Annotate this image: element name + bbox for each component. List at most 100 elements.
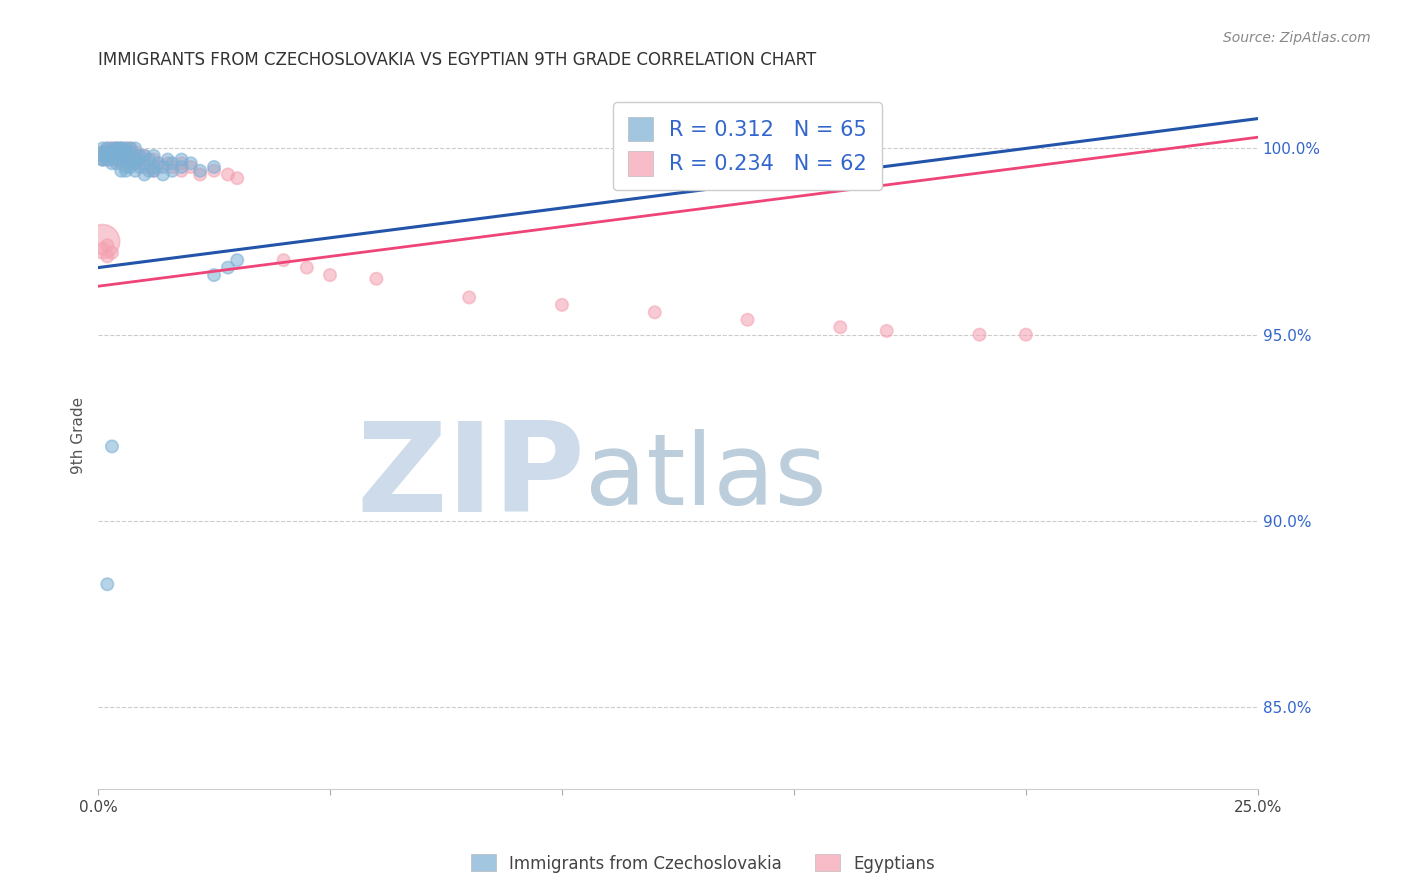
Point bbox=[96, 238, 118, 252]
Point bbox=[96, 145, 118, 160]
Point bbox=[120, 156, 142, 170]
Point bbox=[124, 153, 146, 167]
Point bbox=[152, 168, 174, 182]
Point bbox=[105, 141, 128, 155]
Point bbox=[91, 145, 114, 160]
Point bbox=[105, 153, 128, 167]
Point bbox=[120, 141, 142, 155]
Point bbox=[115, 141, 138, 155]
Point bbox=[91, 149, 114, 163]
Point bbox=[96, 153, 118, 167]
Point bbox=[101, 156, 124, 170]
Point bbox=[110, 141, 132, 155]
Point bbox=[128, 149, 150, 163]
Point bbox=[105, 145, 128, 160]
Point bbox=[134, 168, 156, 182]
Point bbox=[124, 163, 146, 178]
Point bbox=[202, 268, 225, 282]
Point bbox=[91, 153, 114, 167]
Point bbox=[91, 145, 114, 160]
Point bbox=[152, 160, 174, 174]
Point bbox=[737, 312, 759, 326]
Point bbox=[148, 156, 170, 170]
Point bbox=[217, 260, 239, 275]
Point bbox=[120, 141, 142, 155]
Point bbox=[180, 156, 202, 170]
Point bbox=[120, 156, 142, 170]
Point bbox=[138, 163, 160, 178]
Point bbox=[134, 149, 156, 163]
Point bbox=[96, 249, 118, 263]
Point bbox=[170, 156, 193, 170]
Point bbox=[156, 156, 179, 170]
Point bbox=[170, 160, 193, 174]
Point bbox=[115, 153, 138, 167]
Point bbox=[644, 305, 666, 319]
Point bbox=[217, 168, 239, 182]
Point bbox=[142, 153, 165, 167]
Point bbox=[96, 141, 118, 155]
Point bbox=[110, 153, 132, 167]
Point bbox=[115, 163, 138, 178]
Point bbox=[91, 149, 114, 163]
Point bbox=[110, 156, 132, 170]
Point bbox=[96, 149, 118, 163]
Point bbox=[101, 145, 124, 160]
Point bbox=[110, 149, 132, 163]
Point bbox=[110, 141, 132, 155]
Point bbox=[115, 160, 138, 174]
Point bbox=[110, 163, 132, 178]
Point bbox=[115, 145, 138, 160]
Legend: Immigrants from Czechoslovakia, Egyptians: Immigrants from Czechoslovakia, Egyptian… bbox=[464, 847, 942, 880]
Point bbox=[226, 171, 249, 186]
Point bbox=[202, 160, 225, 174]
Point bbox=[91, 141, 114, 155]
Point bbox=[115, 149, 138, 163]
Point bbox=[120, 149, 142, 163]
Point bbox=[142, 149, 165, 163]
Point bbox=[134, 149, 156, 163]
Point bbox=[101, 141, 124, 155]
Point bbox=[120, 145, 142, 160]
Point bbox=[105, 145, 128, 160]
Point bbox=[105, 149, 128, 163]
Point bbox=[101, 145, 124, 160]
Point bbox=[124, 145, 146, 160]
Point bbox=[170, 153, 193, 167]
Point bbox=[876, 324, 898, 338]
Point bbox=[110, 149, 132, 163]
Point bbox=[202, 163, 225, 178]
Point bbox=[128, 153, 150, 167]
Y-axis label: 9th Grade: 9th Grade bbox=[72, 397, 86, 474]
Point bbox=[91, 153, 114, 167]
Point bbox=[96, 149, 118, 163]
Point bbox=[138, 156, 160, 170]
Point bbox=[128, 160, 150, 174]
Point bbox=[366, 272, 388, 286]
Point bbox=[105, 153, 128, 167]
Point bbox=[142, 160, 165, 174]
Point bbox=[156, 153, 179, 167]
Point bbox=[101, 245, 124, 260]
Point bbox=[319, 268, 342, 282]
Point bbox=[115, 141, 138, 155]
Point bbox=[180, 160, 202, 174]
Point bbox=[120, 160, 142, 174]
Text: atlas: atlas bbox=[585, 429, 827, 526]
Point bbox=[124, 141, 146, 155]
Point bbox=[101, 149, 124, 163]
Text: ZIP: ZIP bbox=[356, 417, 585, 538]
Point bbox=[124, 153, 146, 167]
Point bbox=[101, 153, 124, 167]
Point bbox=[110, 145, 132, 160]
Point bbox=[226, 253, 249, 268]
Point bbox=[551, 298, 574, 312]
Point bbox=[1015, 327, 1038, 342]
Point bbox=[91, 153, 114, 167]
Point bbox=[128, 149, 150, 163]
Point bbox=[96, 145, 118, 160]
Point bbox=[101, 145, 124, 160]
Point bbox=[105, 156, 128, 170]
Point bbox=[188, 163, 211, 178]
Point bbox=[295, 260, 318, 275]
